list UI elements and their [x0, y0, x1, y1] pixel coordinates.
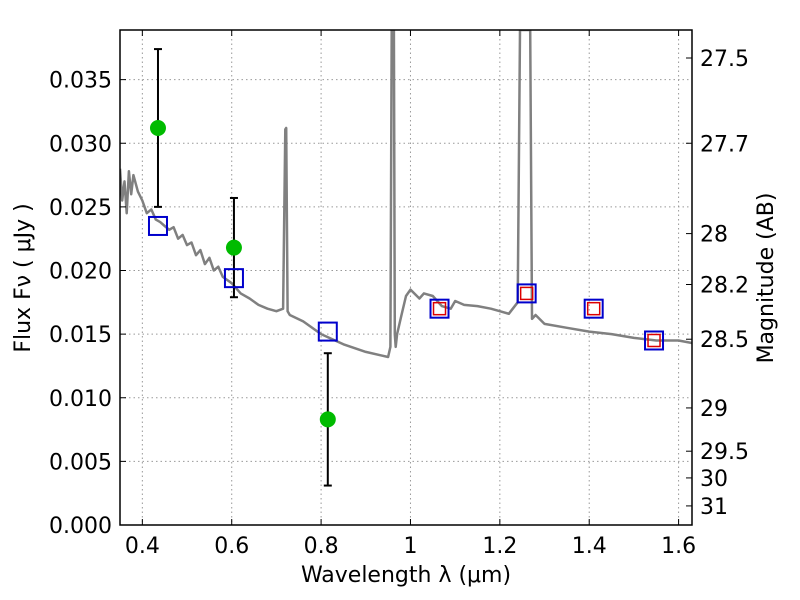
right-tick-label: 27.7: [700, 132, 749, 157]
right-tick-label: 29.5: [700, 440, 749, 465]
right-tick-label: 30: [700, 467, 728, 492]
plot-frame: [119, 29, 693, 526]
y-axis-right-label: Magnitude (AB): [754, 193, 779, 364]
ticks: [120, 30, 692, 526]
right-tick-label: 31: [700, 495, 728, 520]
observed-point: [225, 239, 242, 256]
model-square: [317, 321, 338, 342]
x-tick-label: 0.4: [125, 534, 160, 559]
x-tick-label: 0.8: [304, 534, 339, 559]
model-square: [147, 215, 168, 236]
x-tick-label: 1.4: [572, 534, 607, 559]
model-square-inner: [519, 286, 534, 301]
x-tick-label: 1: [403, 534, 417, 559]
y-tick-label: 0.035: [49, 69, 112, 94]
right-tick-label: 28.2: [700, 273, 749, 298]
model-square-inner: [432, 301, 447, 316]
right-tick-label: 29: [700, 397, 728, 422]
model-square: [429, 298, 450, 319]
observed-point: [149, 119, 166, 136]
y-tick-label: 0.015: [49, 323, 112, 348]
y-tick-label: 0.030: [49, 132, 112, 157]
x-tick-label: 0.6: [214, 534, 249, 559]
x-axis-label: Wavelength λ (μm): [301, 563, 511, 588]
x-tick-label: 1.2: [482, 534, 517, 559]
y-tick-label: 0.005: [49, 450, 112, 475]
model-square: [644, 330, 665, 351]
y-axis-label: Flux Fν ( μJy ): [11, 203, 36, 352]
data-layer: [120, 30, 692, 487]
observed-point: [319, 411, 336, 428]
model-square: [516, 283, 537, 304]
right-tick-label: 28.5: [700, 328, 749, 353]
grid: [120, 30, 692, 526]
y-tick-label: 0.025: [49, 196, 112, 221]
tick-labels: 0.4 0.6 0.8 1 1.2 1.4 1.6 0.000 0.005 0.010 0.015 0…: [49, 47, 749, 559]
model-square: [583, 298, 604, 319]
model-square-inner: [647, 333, 661, 348]
model-square-inner: [586, 301, 601, 316]
y-tick-label: 0.010: [49, 387, 112, 412]
y-tick-label: 0.020: [49, 260, 112, 285]
y-tick-label: 0.000: [49, 514, 112, 539]
right-tick-label: 27.5: [700, 47, 749, 72]
model-square: [223, 268, 244, 289]
sed-spectrum-line: [120, 30, 692, 359]
x-tick-label: 1.6: [661, 534, 696, 559]
right-tick-label: 28: [700, 223, 728, 248]
